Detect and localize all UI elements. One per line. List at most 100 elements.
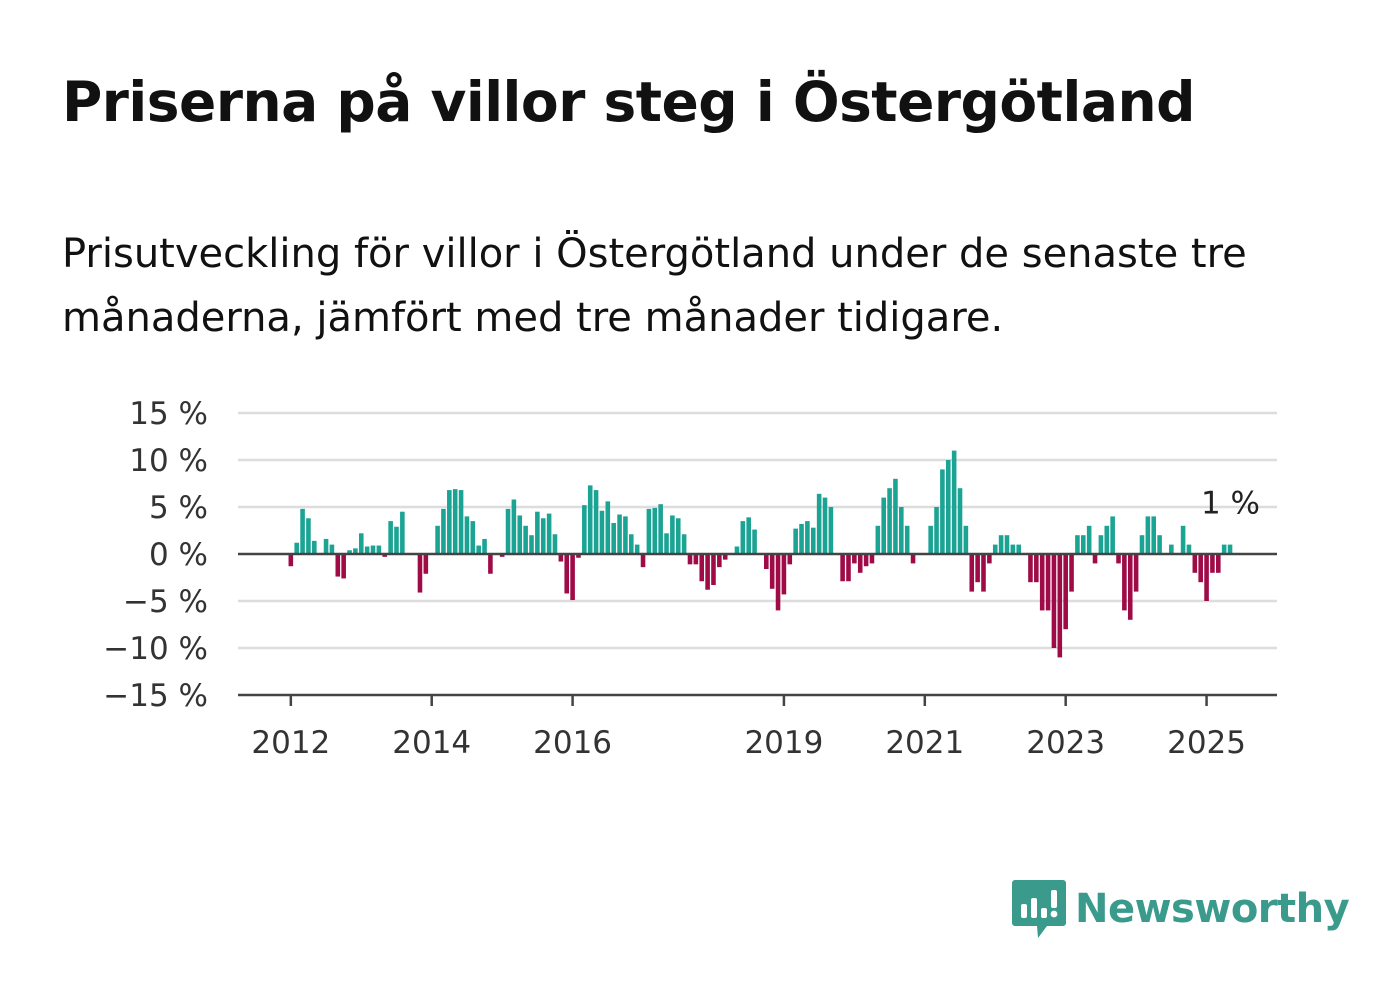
bar [423, 554, 429, 574]
bar [722, 554, 728, 560]
bar [629, 534, 634, 554]
bar [388, 521, 393, 554]
bar [904, 525, 910, 554]
bar [1063, 554, 1068, 630]
bar [1210, 554, 1215, 573]
bar [998, 535, 1004, 554]
bar [394, 526, 399, 554]
bar [957, 488, 963, 554]
bar [828, 507, 834, 554]
y-tick-label: −10 % [103, 631, 208, 667]
bar [810, 527, 816, 554]
y-tick-label: 15 % [129, 396, 208, 432]
bar [816, 493, 822, 554]
bar [576, 554, 581, 558]
y-tick-label: −5 % [123, 584, 208, 620]
x-tick-label: 2019 [744, 725, 823, 761]
bar [1004, 535, 1010, 554]
bar [1057, 554, 1063, 658]
bar [1186, 544, 1192, 554]
bar [975, 554, 980, 583]
newsworthy-logo-icon [1012, 880, 1066, 938]
bar [364, 546, 370, 554]
bar [711, 554, 716, 586]
bar [523, 525, 528, 554]
bar [992, 544, 998, 554]
bar [875, 525, 881, 554]
bar [546, 513, 552, 554]
bar [1116, 554, 1121, 564]
y-tick-label: 10 % [129, 443, 208, 479]
bar [1221, 544, 1227, 554]
newsworthy-logo: Newsworthy [1011, 878, 1350, 940]
bar [699, 554, 705, 582]
bar [646, 508, 652, 554]
bar [764, 554, 769, 570]
bar [681, 534, 687, 554]
y-tick-label: 5 % [149, 490, 208, 526]
bar [370, 545, 376, 554]
bar [693, 554, 699, 565]
x-tick-label: 2016 [533, 725, 612, 761]
bar [482, 538, 487, 554]
bar [822, 497, 828, 554]
bar [341, 554, 346, 579]
bar [1092, 554, 1098, 564]
bar [969, 554, 975, 592]
bar [987, 554, 992, 564]
bar [705, 554, 710, 590]
bar [899, 507, 904, 554]
bar [881, 497, 886, 554]
bar [1216, 554, 1221, 573]
bar [288, 554, 294, 567]
bar [599, 510, 605, 554]
bar [511, 499, 517, 554]
bar [869, 554, 875, 564]
bar [1051, 554, 1057, 648]
bar [893, 478, 898, 554]
bar [1028, 554, 1033, 583]
bar [300, 508, 305, 554]
bar [1133, 554, 1139, 592]
bar [1192, 554, 1198, 573]
bar [1075, 535, 1080, 554]
bar [1110, 516, 1115, 554]
bar [934, 507, 939, 554]
bar [740, 521, 746, 554]
bar [910, 554, 916, 564]
bar [435, 525, 440, 554]
bar [1198, 554, 1203, 583]
bars [288, 450, 1233, 658]
bar [353, 548, 358, 554]
bar [564, 554, 570, 594]
bar [717, 554, 722, 568]
bar [570, 554, 575, 601]
bar [1080, 535, 1086, 554]
bar [634, 544, 640, 554]
bar [1010, 544, 1016, 554]
bar [1169, 544, 1174, 554]
bar [1151, 516, 1157, 554]
bar [517, 515, 523, 554]
y-tick-label: −15 % [103, 678, 208, 714]
bar [687, 554, 693, 565]
bar [294, 542, 299, 554]
bar [1039, 554, 1045, 611]
bar [458, 490, 464, 554]
bar [358, 533, 364, 554]
y-tick-label: 0 % [149, 537, 208, 573]
bar [981, 554, 986, 592]
bar [540, 518, 546, 554]
bar [535, 511, 540, 554]
bar [499, 554, 505, 557]
bar [793, 528, 798, 554]
bar [552, 534, 558, 554]
gridlines [238, 411, 1277, 650]
bar [769, 554, 775, 589]
bar [1034, 554, 1039, 583]
bar [1180, 525, 1186, 554]
bar [852, 554, 857, 564]
bar [558, 554, 564, 562]
last-value-label: 1 % [1201, 486, 1260, 522]
bar [347, 550, 352, 554]
